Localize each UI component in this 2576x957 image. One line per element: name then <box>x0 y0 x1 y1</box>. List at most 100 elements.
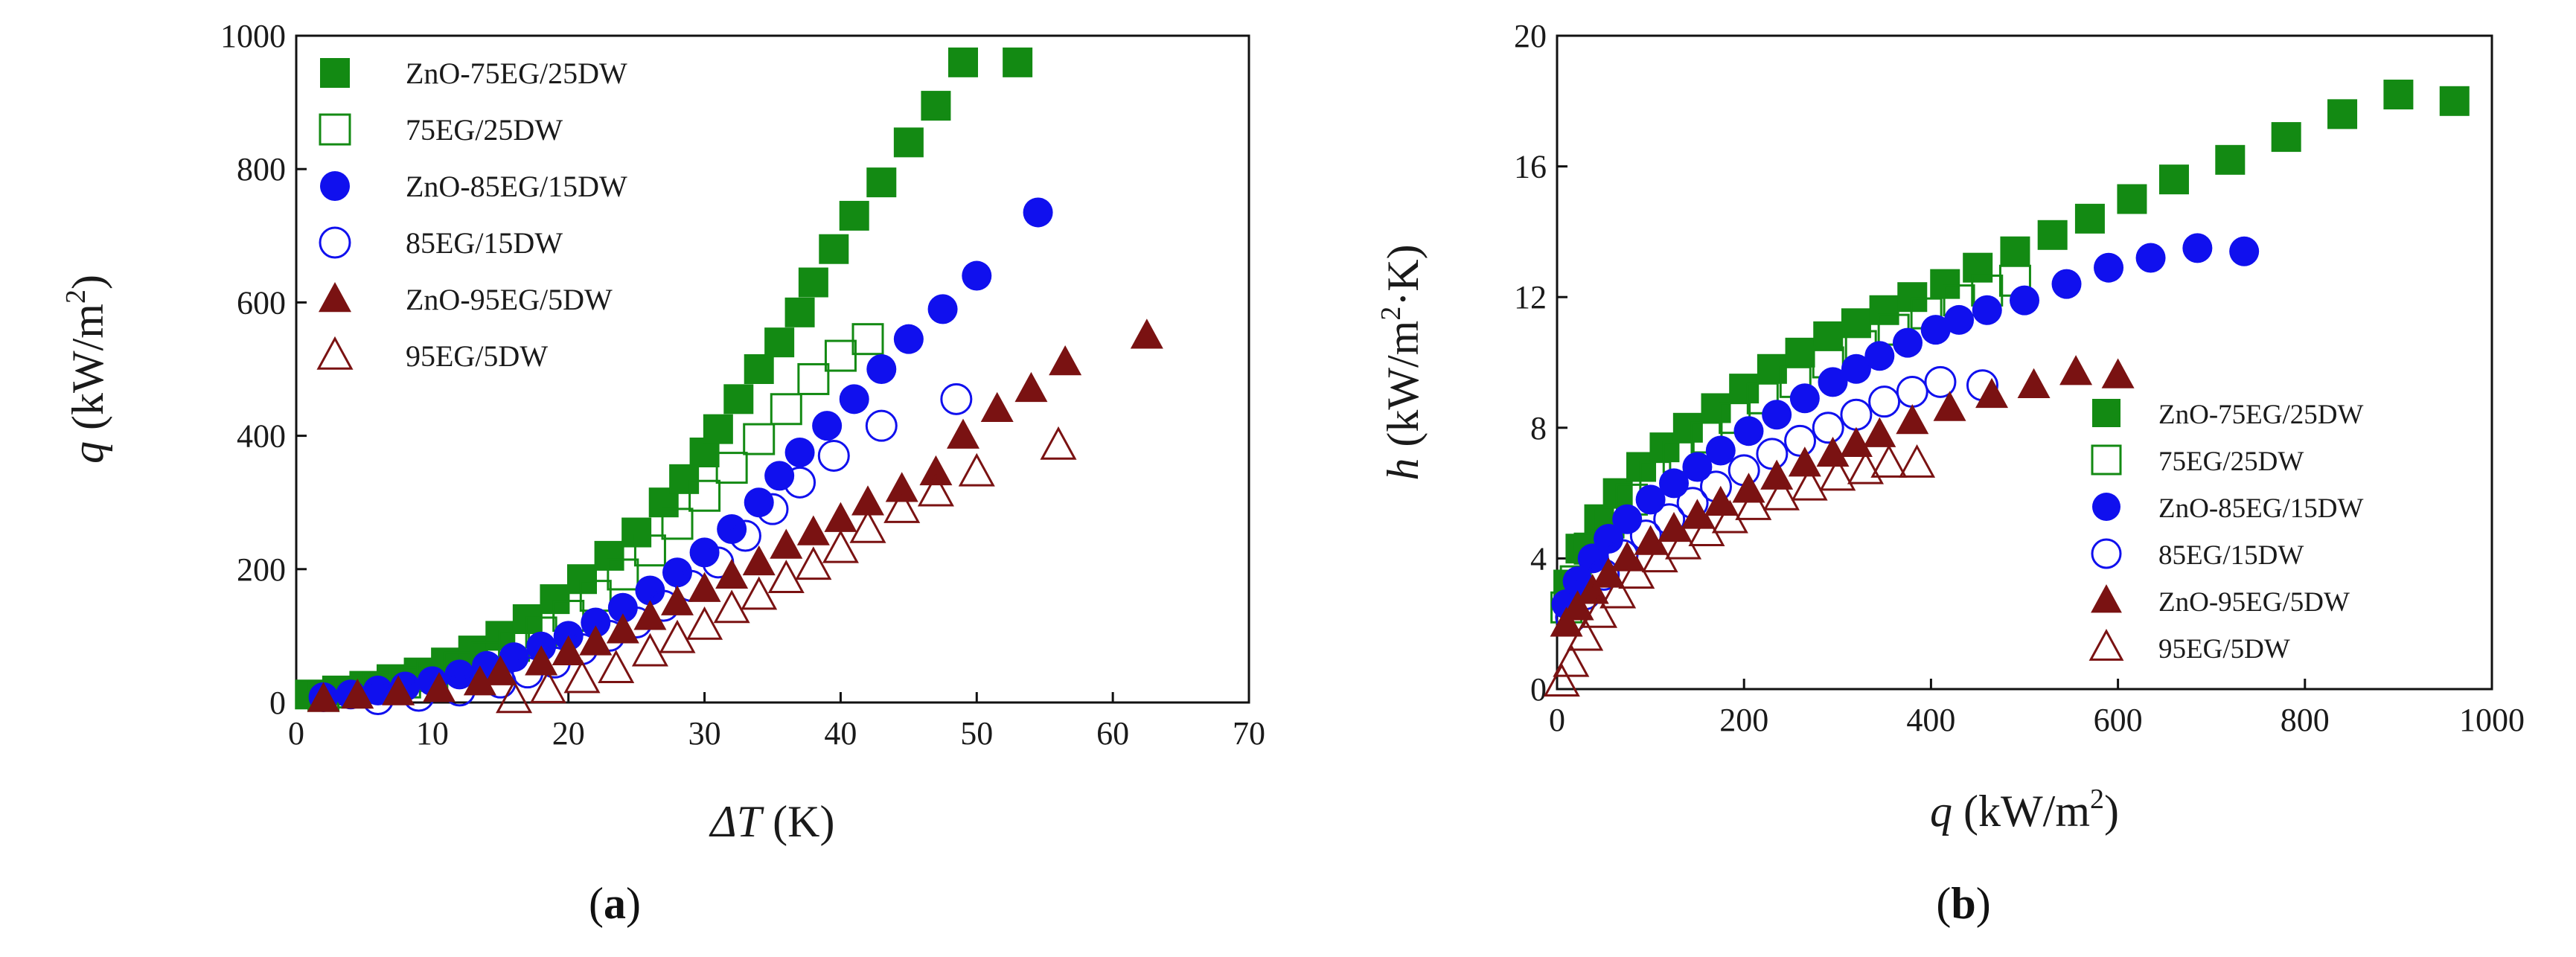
x-tick-label-a: 0 <box>288 715 304 752</box>
data-point-zno-85eg-15dw <box>1972 295 2002 325</box>
x-tick-label-b: 0 <box>1549 702 1565 738</box>
data-point-95eg-5dw <box>1618 555 1655 589</box>
legend-label-zno-85eg-15dw: ZnO-85EG/15DW <box>406 170 627 203</box>
data-point-zno-85eg-15dw <box>635 575 665 606</box>
data-point-95eg-5dw <box>1567 617 1604 651</box>
y-axis-label-a: q (kW/m2) <box>60 275 112 464</box>
data-point-95eg-5dw <box>686 606 723 640</box>
legend-label-95eg-5dw: 95EG/5DW <box>2158 634 2290 665</box>
data-point-zno-85eg-15dw <box>1659 468 1689 499</box>
legend-marker-zno-85eg-15dw <box>2092 493 2120 521</box>
y-tick-label-a: 1000 <box>220 18 286 54</box>
data-point-95eg-5dw <box>1580 594 1618 628</box>
data-point-zno-75eg-25dw <box>744 354 774 384</box>
legend-marker-75eg-25dw <box>319 113 351 146</box>
data-point-zno-95eg-5dw <box>1816 436 1850 467</box>
y-tick-label-b: 4 <box>1530 540 1547 577</box>
data-point-zno-75eg-25dw <box>1813 321 1844 351</box>
data-point-zno-85eg-15dw <box>1705 435 1736 466</box>
legend-marker-85eg-15dw <box>319 226 351 259</box>
data-point-zno-95eg-5dw <box>919 455 953 486</box>
data-point-zno-75eg-25dw <box>703 414 733 444</box>
data-point-zno-85eg-15dw <box>1023 197 1053 228</box>
data-point-zno-95eg-5dw <box>1634 525 1667 555</box>
data-point-zno-85eg-15dw <box>2051 269 2082 299</box>
data-point-zno-95eg-5dw <box>796 515 830 545</box>
data-point-zno-75eg-25dw <box>1963 252 1993 283</box>
legend-marker-zno-75eg-25dw <box>320 58 350 88</box>
data-point-zno-95eg-5dw <box>770 528 803 559</box>
legend-label-zno-75eg-25dw: ZnO-75EG/25DW <box>406 57 627 90</box>
data-point-zno-75eg-25dw <box>948 47 978 77</box>
x-tick-label-a: 70 <box>1233 715 1265 752</box>
data-point-zno-85eg-15dw <box>1893 327 1923 358</box>
legend-marker-zno-75eg-25dw <box>2092 399 2120 427</box>
data-point-zno-95eg-5dw <box>661 585 694 615</box>
legend-a: ZnO-75EG/25DW 75EG/25DW ZnO-85EG/15DW 85EG/… <box>316 57 627 373</box>
data-point-85eg-15dw <box>1868 385 1901 418</box>
data-point-zno-85eg-15dw <box>1635 484 1666 515</box>
data-point-95eg-5dw <box>1847 450 1885 484</box>
data-point-95eg-5dw <box>1762 476 1800 510</box>
data-point-zno-85eg-15dw <box>1762 400 1792 430</box>
y-tick-label-b: 12 <box>1514 279 1547 316</box>
data-point-75eg-25dw <box>851 323 884 356</box>
data-point-95eg-5dw <box>1543 663 1580 697</box>
data-point-zno-85eg-15dw <box>607 592 638 623</box>
data-point-zno-95eg-5dw <box>1658 511 1690 542</box>
data-point-95eg-5dw <box>849 509 886 543</box>
data-point-zno-75eg-25dw <box>1729 374 1760 404</box>
data-point-95eg-5dw <box>917 473 954 507</box>
data-point-85eg-15dw <box>1896 376 1928 409</box>
data-point-zno-75eg-25dw <box>1869 295 1899 325</box>
series-zno-75eg-25dw-a <box>295 47 1033 710</box>
data-point-zno-85eg-15dw <box>1818 367 1848 397</box>
data-point-zno-85eg-15dw <box>2094 252 2124 283</box>
data-point-zno-85eg-15dw <box>662 557 692 588</box>
data-point-75eg-25dw <box>688 479 721 512</box>
data-point-75eg-25dw <box>824 339 857 372</box>
data-point-95eg-5dw <box>1040 426 1077 460</box>
data-point-zno-75eg-25dw <box>2074 203 2105 234</box>
x-tick-label-b: 200 <box>1719 702 1768 738</box>
data-point-zno-85eg-15dw <box>1864 341 1895 371</box>
data-point-95eg-5dw <box>1819 457 1856 491</box>
data-point-zno-85eg-15dw <box>1682 452 1713 482</box>
data-point-zno-95eg-5dw <box>525 645 558 676</box>
data-point-zno-75eg-25dw <box>2000 236 2030 266</box>
legend-label-75eg-25dw: 75EG/25DW <box>2158 447 2304 477</box>
data-point-85eg-15dw <box>1728 454 1760 487</box>
data-point-zno-75eg-25dw <box>1701 393 1731 423</box>
data-point-zno-85eg-15dw <box>1612 504 1643 534</box>
y-tick-label-a: 600 <box>237 284 286 321</box>
data-point-85eg-15dw <box>1924 365 1957 398</box>
data-point-zno-85eg-15dw <box>1733 416 1764 447</box>
data-point-zno-75eg-25dw <box>2439 86 2470 116</box>
legend-marker-zno-85eg-15dw <box>320 171 350 201</box>
data-point-95eg-5dw <box>741 576 778 610</box>
x-tick-label-a: 40 <box>824 715 857 752</box>
legend-marker-zno-95eg-5dw <box>319 282 351 313</box>
data-point-zno-85eg-15dw <box>362 675 393 705</box>
y-tick-label-b: 20 <box>1514 18 1547 54</box>
data-point-85eg-15dw <box>817 439 850 472</box>
x-tick-label-b: 600 <box>2094 702 2143 738</box>
data-point-zno-95eg-5dw <box>1975 377 2009 409</box>
data-point-zno-95eg-5dw <box>606 613 639 644</box>
y-axis-label-b: h (kW/m2·K) <box>1375 244 1428 480</box>
data-point-zno-95eg-5dw <box>2059 355 2093 385</box>
data-point-zno-95eg-5dw <box>1788 447 1821 477</box>
data-point-zno-95eg-5dw <box>1839 426 1873 457</box>
x-tick-label-b: 800 <box>2281 702 2330 738</box>
series-zno-75eg-25dw-b <box>1553 80 2470 600</box>
x-tick-label-a: 20 <box>552 715 585 752</box>
data-point-zno-95eg-5dw <box>463 665 496 696</box>
data-point-zno-85eg-15dw <box>1944 304 1975 335</box>
data-point-zno-75eg-25dw <box>1003 47 1033 77</box>
data-point-zno-95eg-5dw <box>484 655 517 685</box>
data-point-zno-75eg-25dw <box>839 200 869 231</box>
data-point-zno-95eg-5dw <box>2101 358 2135 388</box>
data-point-zno-85eg-15dw <box>2229 236 2260 266</box>
data-point-zno-95eg-5dw <box>2017 368 2051 398</box>
series-zno-85eg-15dw-a <box>308 197 1053 712</box>
